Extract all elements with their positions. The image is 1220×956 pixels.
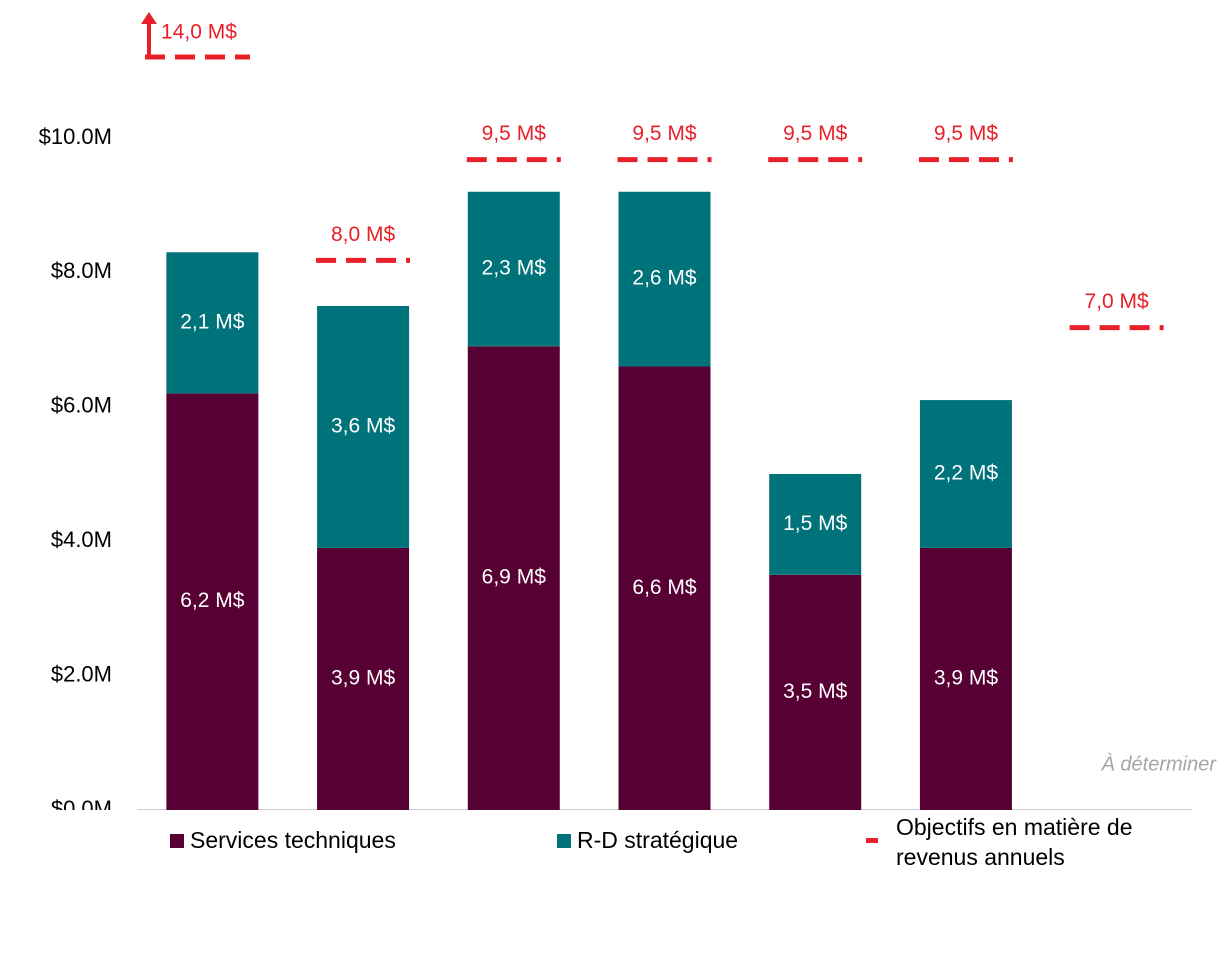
bar-segment: [467, 346, 560, 810]
data-label: 2,2 M$: [934, 462, 999, 485]
bar-segment: [317, 547, 410, 810]
bar-segment: [769, 474, 862, 575]
legend-label: Services techniques: [190, 827, 396, 853]
y-tick-label: $4.0M: [51, 527, 112, 552]
data-label: 3,9 M$: [934, 667, 999, 690]
target-label: 9,5 M$: [632, 122, 697, 145]
legend-swatch: [557, 834, 571, 848]
y-tick-label: $6.0M: [51, 393, 112, 418]
bar-segment: [317, 306, 410, 548]
chart: $0.0M$2.0M$4.0M$6.0M$8.0M$10.0M2015-2016…: [39, 12, 1218, 810]
arrow-head: [141, 12, 157, 24]
data-label: 3,9 M$: [331, 667, 396, 690]
bar-segment: [618, 366, 711, 810]
target-label: 9,5 M$: [934, 122, 999, 145]
target-label: 9,5 M$: [783, 122, 848, 145]
bar-segment: [769, 574, 862, 810]
legend-swatch: [170, 834, 184, 848]
y-tick-label: $10.0M: [39, 124, 112, 149]
data-label: 2,3 M$: [482, 257, 547, 280]
data-label: 3,6 M$: [331, 415, 396, 438]
bar-segment: [919, 400, 1012, 548]
data-label: 6,6 M$: [632, 576, 697, 599]
target-label: 8,0 M$: [331, 223, 396, 246]
data-label: 3,5 M$: [783, 680, 848, 703]
bar-segment: [618, 191, 711, 367]
legend-label: R-D stratégique: [577, 827, 739, 853]
bar-segment: [166, 393, 259, 810]
target-label: 9,5 M$: [482, 122, 547, 145]
y-tick-label: $2.0M: [51, 661, 112, 686]
bar-segment: [467, 191, 560, 347]
y-tick-label: $0.0M: [51, 796, 112, 810]
data-label: 2,1 M$: [180, 310, 245, 333]
target-label: 7,0 M$: [1085, 290, 1150, 313]
annotation: À déterminer: [1101, 752, 1218, 775]
legend-item: Objectifs en matière de revenus annuels: [866, 812, 1166, 872]
data-label: 2,6 M$: [632, 267, 697, 290]
legend-swatch: [866, 838, 878, 843]
target-label: 14,0 M$: [161, 21, 237, 44]
legend-item: R-D stratégique: [557, 825, 738, 855]
bar-segment: [919, 547, 1012, 810]
data-label: 6,9 M$: [482, 566, 547, 589]
data-label: 1,5 M$: [783, 512, 848, 535]
legend: Services techniques R-D stratégique Object…: [0, 810, 1220, 956]
legend-label: Objectifs en matière de revenus annuels: [896, 814, 1133, 870]
legend-item: Services techniques: [170, 825, 396, 855]
bar-segment: [166, 252, 259, 394]
data-label: 6,2 M$: [180, 589, 245, 612]
y-tick-label: $8.0M: [51, 258, 112, 283]
